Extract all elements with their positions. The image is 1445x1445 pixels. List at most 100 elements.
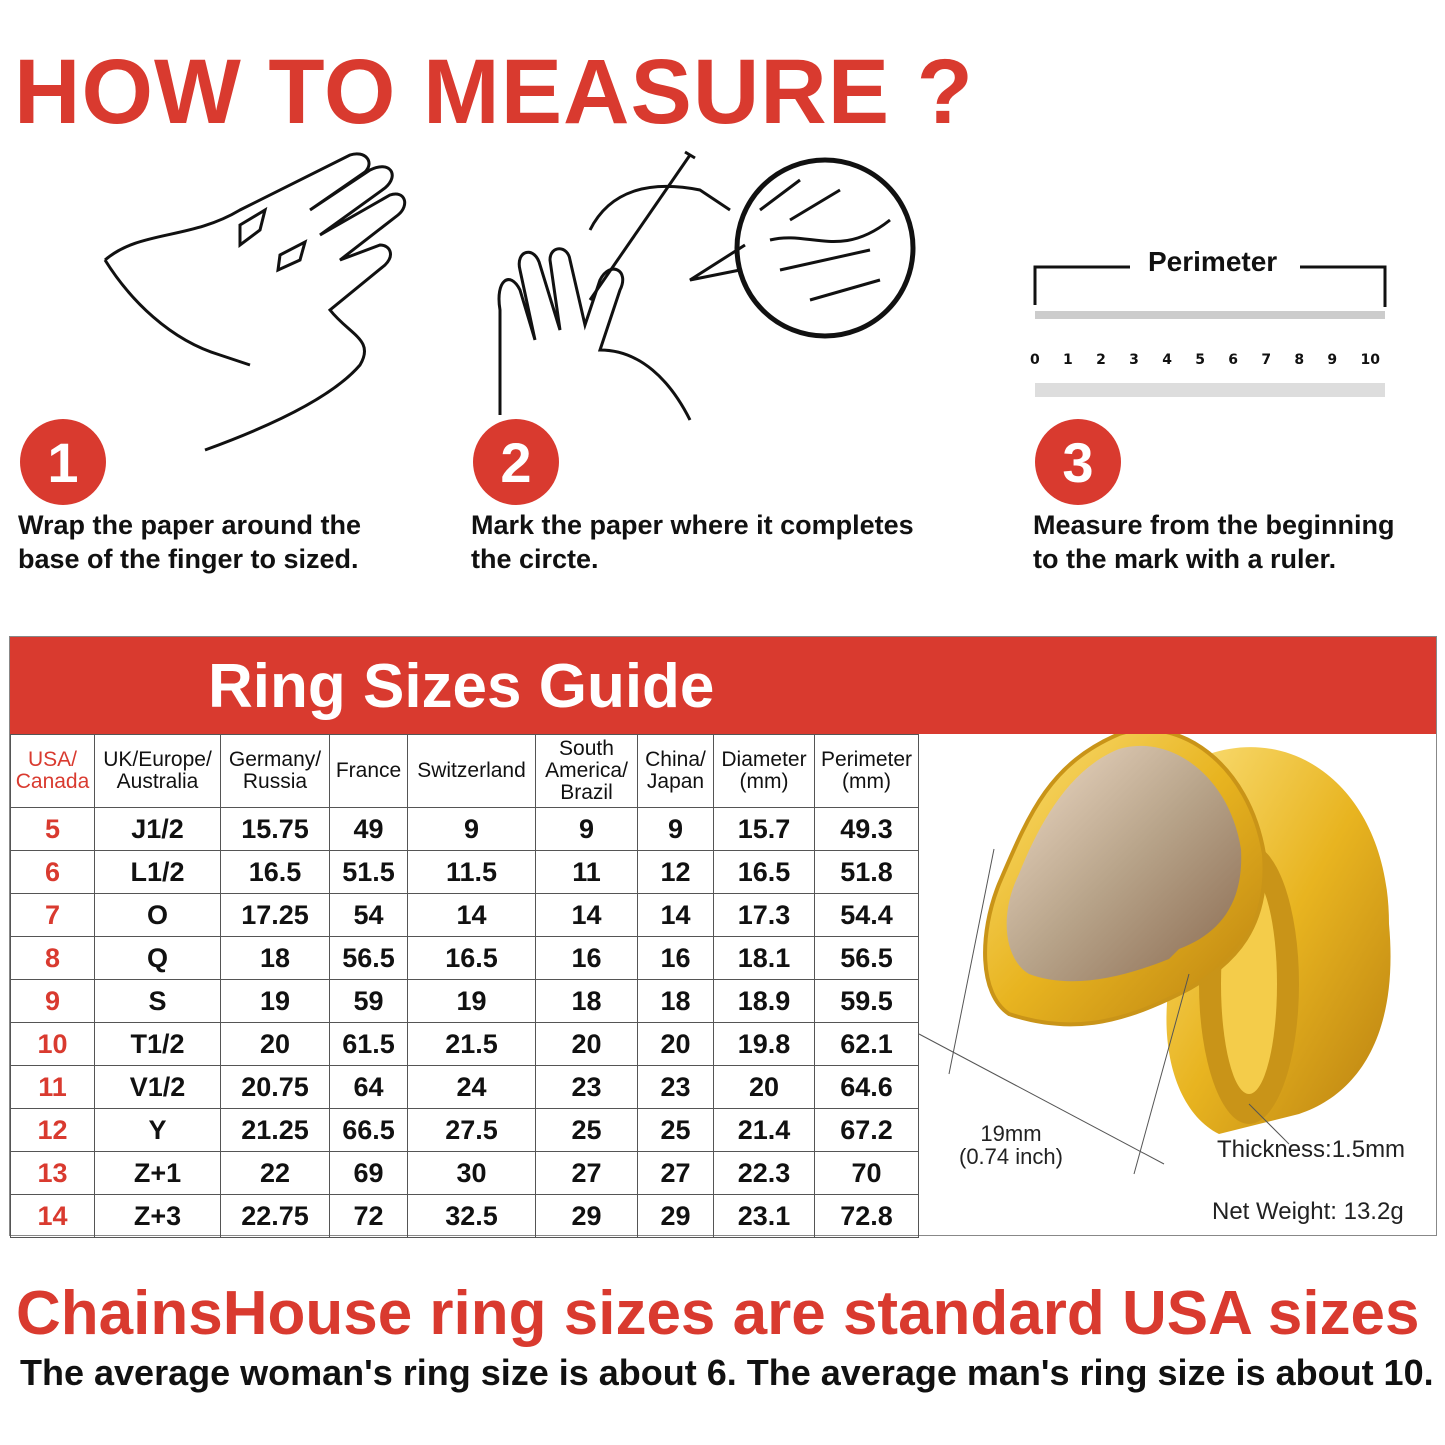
- column-header-line: Russia: [242, 770, 308, 793]
- step-1-line: Wrap the paper around the: [18, 510, 362, 540]
- size-cell: 62.1: [814, 1022, 919, 1066]
- ruler-number: 1: [1063, 352, 1073, 368]
- ring-illustration: [918, 727, 1391, 1175]
- size-cell: 20: [535, 1022, 638, 1066]
- size-cell: 20: [637, 1022, 714, 1066]
- size-cell: 15.7: [713, 807, 815, 851]
- size-cell: Y: [94, 1108, 221, 1152]
- usa-size-cell: 6: [10, 850, 95, 894]
- size-cell: 18: [220, 936, 330, 980]
- page-title: HOW TO MEASURE ?: [14, 41, 974, 143]
- table-row: 14 Z+3 22.75 72 32.5 29 29 23.1 72.8: [10, 1194, 919, 1238]
- size-cell: 20: [220, 1022, 330, 1066]
- usa-size-cell: 14: [10, 1194, 95, 1238]
- footer-subline: The average woman's ring size is about 6…: [20, 1352, 1434, 1393]
- ruler-illustration: [1033, 265, 1387, 397]
- step-1-badge: 1: [20, 419, 106, 505]
- column-header: Switzerland: [407, 734, 536, 808]
- size-cell: 56.5: [814, 936, 919, 980]
- size-cell: 11: [535, 850, 638, 894]
- size-cell: 51.5: [329, 850, 408, 894]
- ruler-numbers: 0 1 2 3 4 5 6 7 8 9 10: [1030, 352, 1380, 368]
- size-cell: 14: [535, 893, 638, 937]
- size-cell: 30: [407, 1151, 536, 1195]
- ruler-number: 10: [1360, 352, 1380, 368]
- size-cell: 14: [637, 893, 714, 937]
- size-cell: 27: [637, 1151, 714, 1195]
- size-cell: 56.5: [329, 936, 408, 980]
- size-cell: 19: [407, 979, 536, 1023]
- column-header-line: Australia: [116, 770, 199, 793]
- guide-title: Ring Sizes Guide: [208, 652, 715, 721]
- size-cell: 69: [329, 1151, 408, 1195]
- size-cell: 21.25: [220, 1108, 330, 1152]
- size-cell: J1/2: [94, 807, 221, 851]
- guide-header: Ring Sizes Guide: [10, 637, 1436, 734]
- size-table: USA/Canada UK/Europe/Australia Germany/Rus…: [10, 734, 919, 1238]
- size-cell: 23: [637, 1065, 714, 1109]
- ruler-number: 2: [1096, 352, 1106, 368]
- size-cell: 24: [407, 1065, 536, 1109]
- step-1-line: base of the finger to sized.: [18, 544, 359, 574]
- size-cell: 23.1: [713, 1194, 815, 1238]
- ruler-number: 8: [1294, 352, 1305, 368]
- ring-product-image: 19mm (0.74 inch) Thickness:1.5mm Net Wei…: [918, 727, 1436, 1236]
- ring-thickness-label: Thickness:1.5mm: [1217, 1136, 1406, 1163]
- step-3-text: Measure from the beginning to the mark wi…: [1033, 508, 1395, 576]
- usa-size-cell: 11: [10, 1065, 95, 1109]
- size-cell: 29: [637, 1194, 714, 1238]
- size-cell: 19.8: [713, 1022, 815, 1066]
- size-cell: 27: [535, 1151, 638, 1195]
- size-cell: 22.75: [220, 1194, 330, 1238]
- table-row: 5 J1/2 15.75 49 9 9 9 15.7 49.3: [10, 807, 919, 851]
- ring-width-inch: (0.74 inch): [959, 1144, 1063, 1169]
- size-cell: 23: [535, 1065, 638, 1109]
- size-cell: 66.5: [329, 1108, 408, 1152]
- column-header-line: Canada: [15, 770, 90, 793]
- size-cell: 64.6: [814, 1065, 919, 1109]
- column-header-line: Germany/: [228, 748, 322, 771]
- usa-size-cell: 7: [10, 893, 95, 937]
- size-cell: 18.1: [713, 936, 815, 980]
- usa-size-cell: 8: [10, 936, 95, 980]
- size-cell: 72: [329, 1194, 408, 1238]
- size-cell: 54.4: [814, 893, 919, 937]
- column-header-line: USA/: [27, 748, 77, 771]
- size-cell: S: [94, 979, 221, 1023]
- ruler-number: 0: [1030, 352, 1040, 368]
- size-cell: 67.2: [814, 1108, 919, 1152]
- usa-size-cell: 9: [10, 979, 95, 1023]
- column-header-line: France: [335, 759, 402, 782]
- size-cell: 61.5: [329, 1022, 408, 1066]
- size-cell: L1/2: [94, 850, 221, 894]
- column-header-line: Diameter: [721, 748, 807, 771]
- ruler-number: 7: [1261, 352, 1272, 368]
- table-row: 6 L1/2 16.5 51.5 11.5 11 12 16.5 51.8: [10, 850, 919, 894]
- column-header: Diameter (mm): [713, 734, 815, 808]
- ring-width-label: 19mm (0.74 inch): [959, 1122, 1063, 1168]
- column-header: China/Japan: [637, 734, 714, 808]
- column-header-line: Perimeter: [820, 748, 913, 771]
- size-cell: 22.3: [713, 1151, 815, 1195]
- column-header-line: UK/Europe/: [103, 748, 212, 771]
- column-header: UK/Europe/Australia: [94, 734, 221, 808]
- size-cell: 54: [329, 893, 408, 937]
- size-cell: 18: [535, 979, 638, 1023]
- usa-size-cell: 5: [10, 807, 95, 851]
- size-cell: 32.5: [407, 1194, 536, 1238]
- table-row: 7 O 17.25 54 14 14 14 17.3 54.4: [10, 893, 919, 937]
- size-cell: 27.5: [407, 1108, 536, 1152]
- column-header-line: Switzerland: [417, 759, 526, 782]
- size-cell: 51.8: [814, 850, 919, 894]
- table-row: 9 S 19 59 19 18 18 18.9 59.5: [10, 979, 919, 1023]
- size-cell: 17.25: [220, 893, 330, 937]
- ruler-number: 6: [1228, 352, 1239, 368]
- size-cell: 59.5: [814, 979, 919, 1023]
- table-row: 12 Y 21.25 66.5 27.5 25 25 21.4 67.2: [10, 1108, 919, 1152]
- size-cell: 49.3: [814, 807, 919, 851]
- size-cell: 19: [220, 979, 330, 1023]
- size-cell: V1/2: [94, 1065, 221, 1109]
- size-cell: 21.4: [713, 1108, 815, 1152]
- size-cell: 9: [407, 807, 536, 851]
- table-row: 11 V1/2 20.75 64 24 23 23 20 64.6: [10, 1065, 919, 1109]
